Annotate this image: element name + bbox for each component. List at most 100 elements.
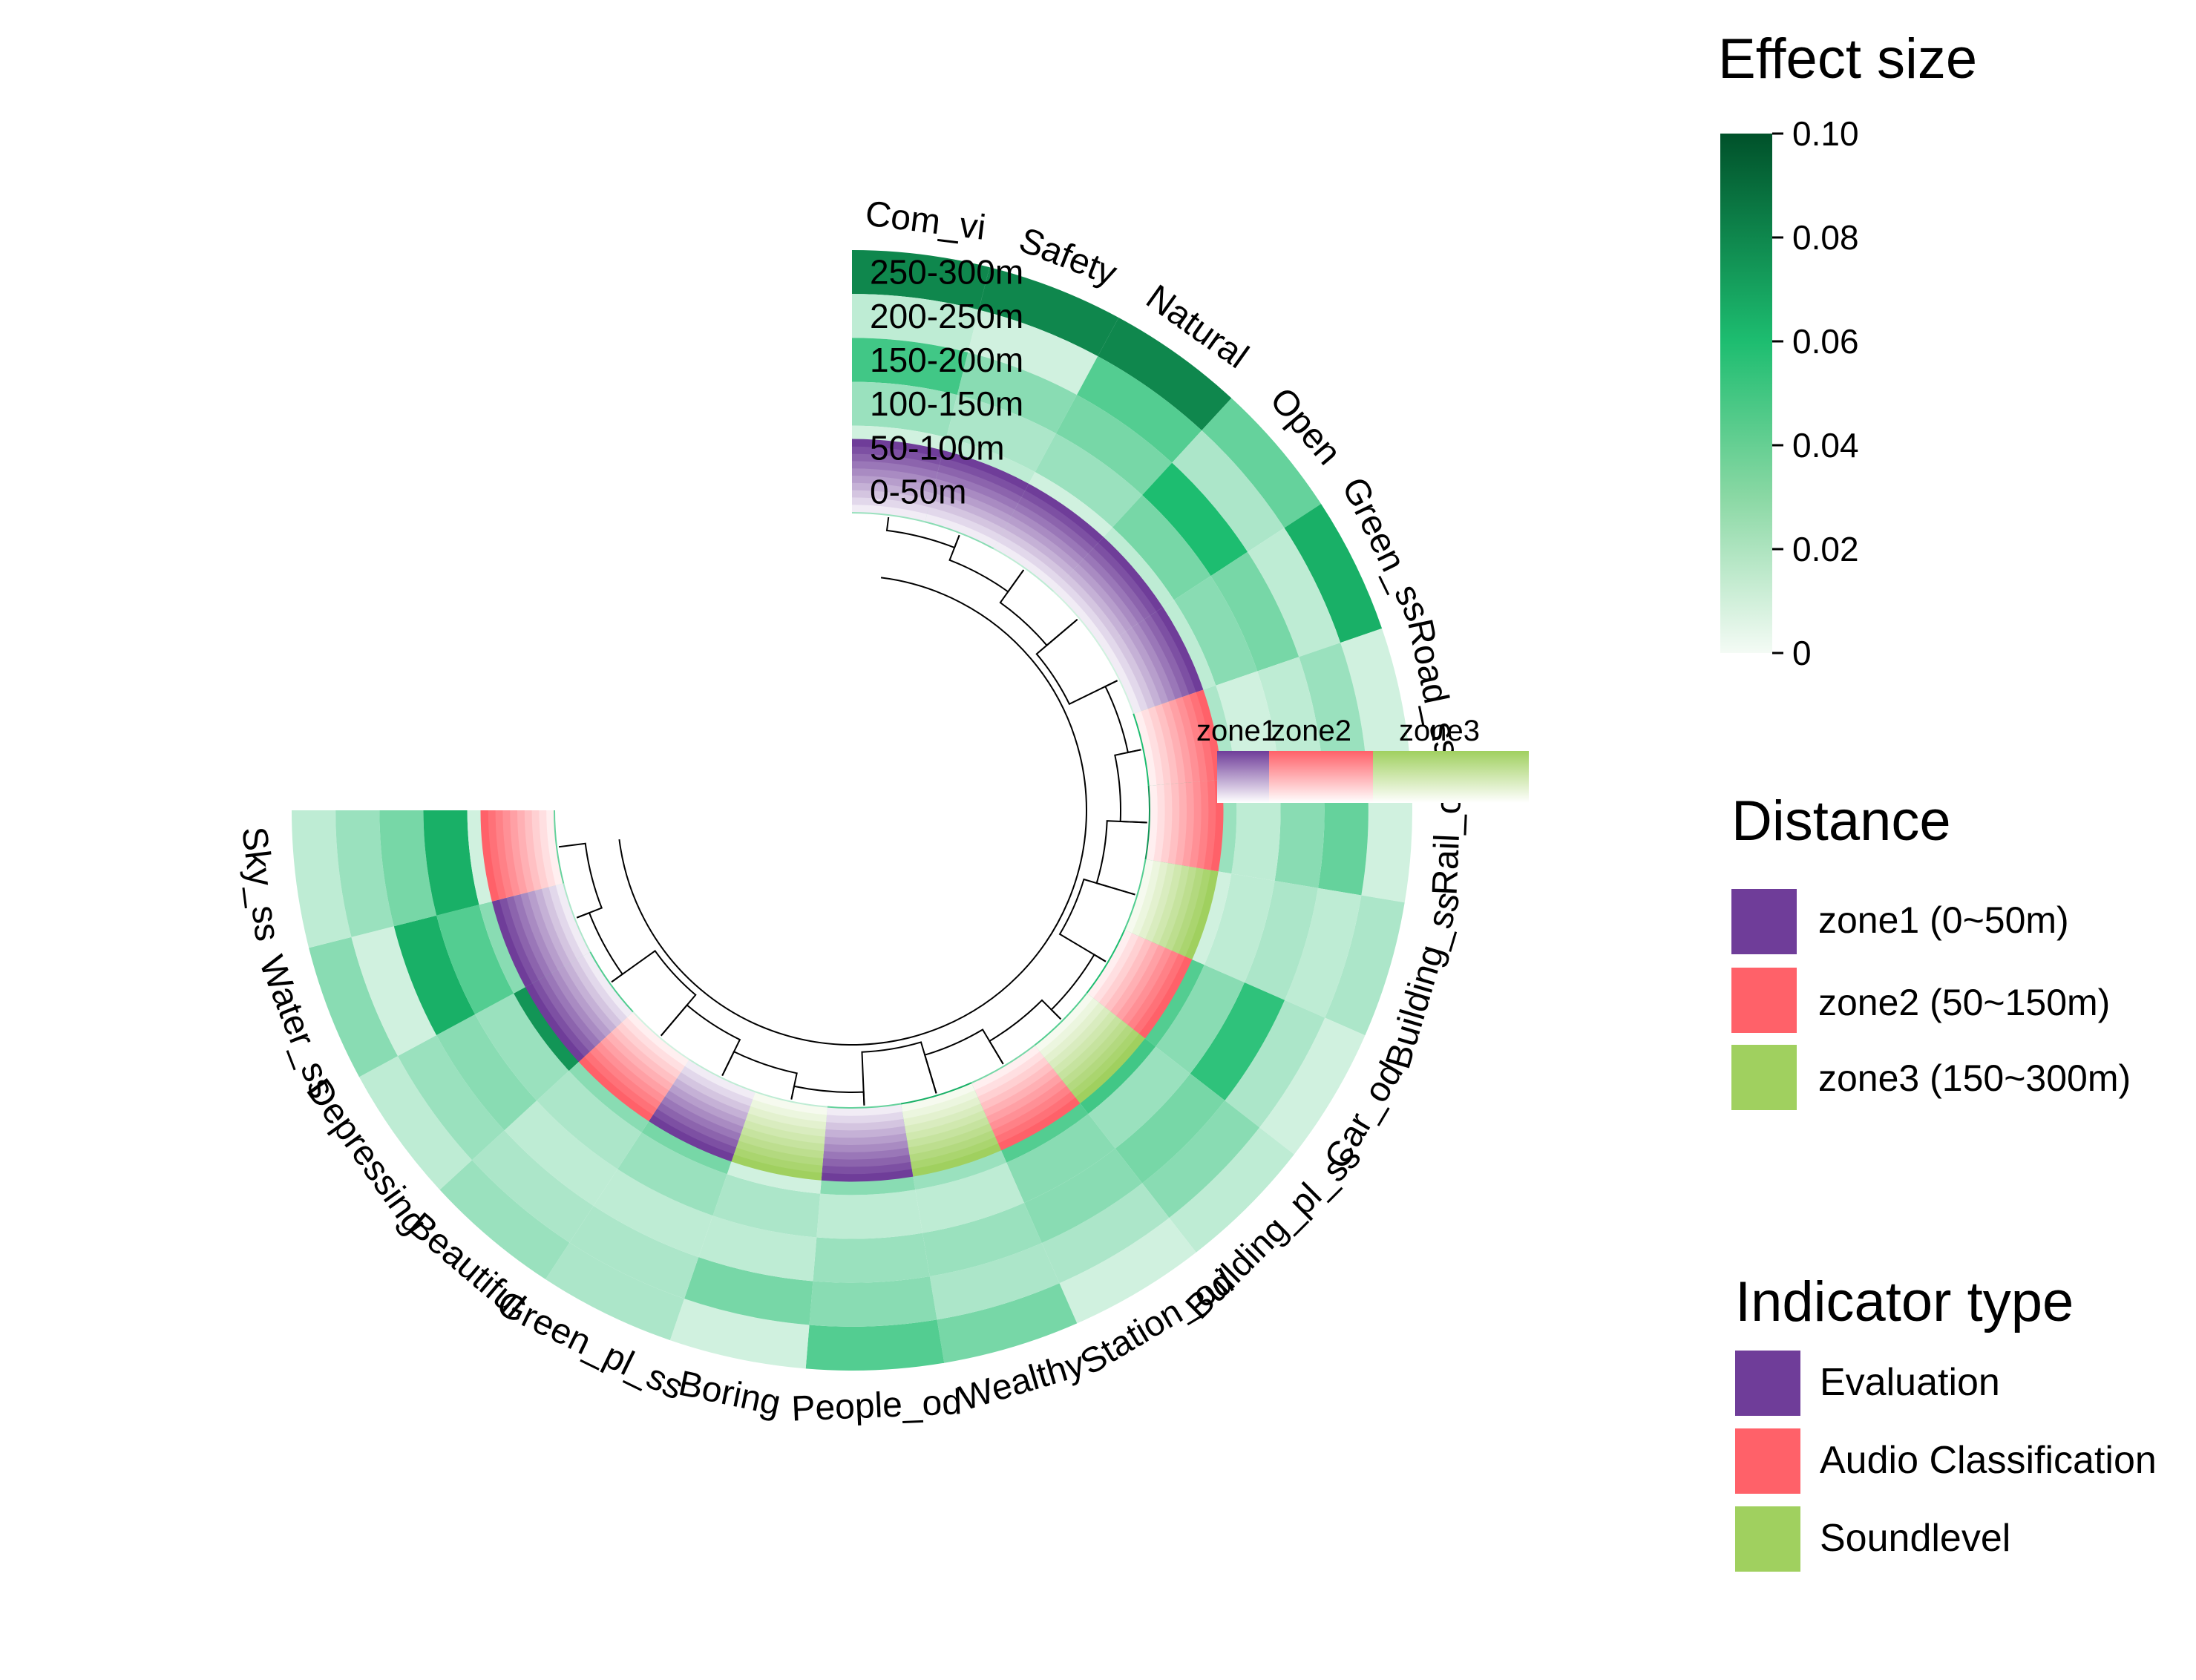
heat-cell-depressing-200-250m [398, 1035, 505, 1161]
dendrogram [558, 516, 1147, 1106]
indicator-type-cell-car_od-5 [1115, 945, 1166, 1021]
indicator-type-cell-boring-9 [731, 1154, 822, 1181]
indicator-type-cell-boring-0 [753, 1092, 827, 1115]
heat-cell-car_od-250-300m [1259, 1017, 1366, 1155]
indicator-type-cell-station_od-2 [977, 1057, 1049, 1104]
indicator-type-cell-station_od-5 [986, 1074, 1063, 1124]
indicator-type-cell-open-1 [1058, 580, 1115, 643]
colorbar-gradient [1720, 134, 1772, 653]
indicator-type-cell-water_ss-7 [505, 896, 545, 980]
indicator-type-cell-beautiful-1 [621, 1017, 685, 1073]
legend-evaluation-swatch [1735, 1351, 1800, 1416]
indicator-type-cell-natural-0 [994, 541, 1060, 591]
heat-cell-green_pl_ss-150-200m [593, 1169, 713, 1258]
heat-cell-beautiful-150-200m [504, 1100, 618, 1206]
indicator-type-cell-building_ss-1 [1132, 860, 1161, 936]
heat-cell-beautiful-250-300m [439, 1160, 570, 1280]
indicator-type-cell-building_ss-2 [1138, 862, 1169, 939]
heat-cell-com_vi-100-150m [852, 381, 957, 438]
category-label-boring: Boring [675, 1364, 784, 1423]
indicator-type-cell-safety-4 [932, 485, 1012, 522]
heat-cell-safety-250-300m [978, 267, 1119, 357]
ring-label-5: 0-50m [870, 472, 966, 511]
heat-cell-green_ss-100-150m [1173, 576, 1258, 686]
indicator-type-cell-beautiful-6 [594, 1042, 665, 1103]
dendrogram-link [861, 1041, 937, 1106]
legend-audio-label: Audio Classification [1820, 1439, 2157, 1482]
heat-cell-water_ss-250-300m [309, 936, 399, 1077]
indicator-type-cell-open-9 [1098, 537, 1164, 611]
indicator-type-cell-road_ss-2 [1147, 706, 1172, 785]
heat-cell-com_vi-200-250m [852, 294, 979, 352]
zone3-label: zone3 [1399, 715, 1480, 747]
heat-cell-sky_ss-200-250m [335, 810, 394, 937]
indicator-type-cell-rail_od-5 [1181, 781, 1195, 867]
indicator-type-cell-road_ss-1 [1141, 708, 1164, 785]
indicator-type-cell-sky_ss-7 [495, 810, 514, 899]
indicator-type-cell-safety-2 [928, 499, 1005, 536]
indicator-type-cell-com_vi-0 [852, 504, 928, 522]
heat-cell-wealthy-100-150m [915, 1162, 1024, 1233]
category-label-sky_ss: Sky_ss [234, 824, 287, 943]
heat-cell-green_pl_ss-100-150m [617, 1132, 727, 1216]
indicator-type-cell-green_ss-4 [1126, 627, 1170, 704]
indicator-type-cell-people_od-4 [824, 1133, 908, 1146]
indicator-type-cell-building_pl_ss-7 [1066, 1025, 1134, 1092]
indicator-type-cell-road_ss-0 [1134, 711, 1157, 786]
indicator-type-cell-beautiful-4 [605, 1031, 673, 1091]
indicator-type-cell-natural-3 [1004, 522, 1075, 575]
indicator-type-cell-safety-7 [937, 464, 1022, 504]
dendrogram-link [1058, 878, 1135, 962]
indicator-type-cell-people_od-1 [826, 1112, 904, 1124]
dendrogram-link [1035, 619, 1118, 706]
indicator-type-cell-open-0 [1054, 585, 1109, 648]
indicator-type-cell-road_ss-4 [1161, 701, 1186, 784]
indicator-type-cell-sky_ss-2 [531, 810, 549, 890]
indicator-type-cell-station_od-6 [989, 1080, 1067, 1131]
indicator-type-cell-depressing-3 [563, 962, 617, 1033]
heat-cell-boring-200-250m [684, 1257, 813, 1325]
indicator-type-cell-building_pl_ss-0 [1035, 993, 1094, 1052]
indicator-type-cell-green_pl_ss-8 [652, 1109, 737, 1155]
legend-zone1-swatch [1731, 889, 1797, 954]
indicator-type-cell-building_pl_ss-3 [1048, 1006, 1111, 1069]
colorbar-tick-label: 0 [1792, 634, 1812, 672]
indicator-legend-title: Indicator type [1735, 1270, 2074, 1333]
indicator-type-cell-water_ss-6 [513, 894, 551, 977]
heat-cell-car_od-200-250m [1225, 1000, 1325, 1128]
heat-cell-safety-150-200m [957, 352, 1078, 434]
indicator-type-cell-sky_ss-5 [509, 810, 528, 895]
indicator-type-cell-people_od-2 [825, 1118, 905, 1131]
indicator-type-cell-boring-7 [735, 1141, 824, 1167]
heat-cell-station_od-200-250m [1041, 1183, 1170, 1284]
indicator-type-cell-safety-5 [934, 478, 1015, 516]
indicator-type-cell-depressing-0 [583, 952, 633, 1018]
heat-cell-open-100-150m [1112, 495, 1211, 600]
indicator-type-cell-building_ss-9 [1184, 870, 1219, 960]
indicator-type-cell-depressing-2 [570, 959, 622, 1028]
colorbar-tick-label: 0.06 [1792, 322, 1859, 361]
heat-cell-depressing-150-200m [436, 1014, 537, 1131]
heat-cell-beautiful-200-250m [472, 1130, 594, 1243]
legend-evaluation-label: Evaluation [1820, 1361, 2000, 1404]
indicator-type-cell-green_pl_ss-1 [681, 1066, 753, 1107]
indicator-type-cell-beautiful-9 [578, 1057, 653, 1122]
heat-cell-water_ss-200-250m [351, 926, 437, 1057]
indicator-type-cell-building_ss-8 [1178, 869, 1212, 957]
indicator-type-cell-station_od-4 [983, 1069, 1058, 1118]
zone3-swatch [1373, 751, 1529, 803]
category-label-people_od: People_od [790, 1382, 963, 1428]
indicator-type-cell-green_pl_ss-0 [684, 1060, 756, 1100]
indicator-type-cell-car_od-7 [1127, 951, 1179, 1030]
colorbar-tick-label: 0.02 [1792, 530, 1859, 568]
indicator-type-cell-station_od-0 [971, 1046, 1040, 1091]
indicator-type-cell-building_pl_ss-1 [1039, 997, 1100, 1058]
indicator-type-cell-building_pl_ss-8 [1071, 1029, 1140, 1098]
indicator-type-cell-car_od-6 [1121, 948, 1173, 1026]
indicator-type-cell-car_od-9 [1138, 956, 1193, 1039]
indicator-type-cell-boring-6 [738, 1133, 824, 1159]
legend-zone3-label: zone3 (150~300m) [1818, 1057, 2131, 1099]
heat-cell-wealthy-200-250m [929, 1243, 1060, 1320]
indicator-type-cell-wealthy-3 [905, 1103, 984, 1134]
